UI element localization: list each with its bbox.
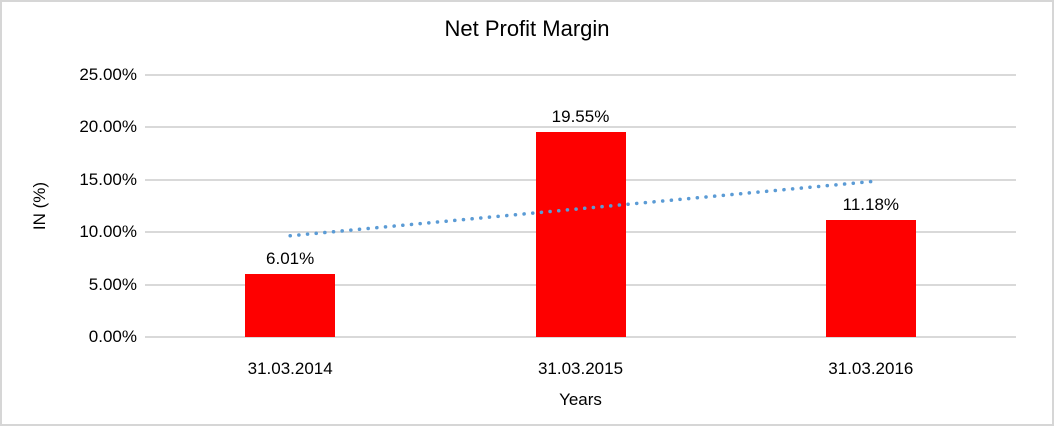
bar-31.03.2014 — [245, 274, 336, 337]
gridline — [145, 336, 1016, 338]
y-tick-label: 20.00% — [79, 117, 137, 137]
y-tick-label: 10.00% — [79, 222, 137, 242]
bar-data-label: 11.18% — [842, 194, 900, 214]
y-tick-label: 25.00% — [79, 65, 137, 84]
bar-data-label: 19.55% — [551, 107, 610, 127]
x-tick-label: 31.03.2015 — [537, 359, 624, 378]
bar-31.03.2016 — [825, 219, 916, 337]
x-axis-title: Years — [559, 390, 602, 409]
gridline — [145, 126, 1016, 129]
y-axis-title: IN (%) — [30, 181, 49, 231]
x-tick-label: 31.03.2016 — [828, 359, 914, 378]
gridline — [145, 74, 1016, 76]
y-tick-label: 5.00% — [88, 274, 137, 294]
bar-31.03.2015 — [535, 132, 626, 337]
y-tick-label: 0.00% — [88, 327, 137, 346]
y-tick-label: 15.00% — [79, 169, 137, 189]
bar-data-label: 6.01% — [266, 249, 315, 268]
chart-title: Net Profit Margin — [444, 16, 610, 41]
x-tick-label: 31.03.2014 — [247, 359, 333, 378]
